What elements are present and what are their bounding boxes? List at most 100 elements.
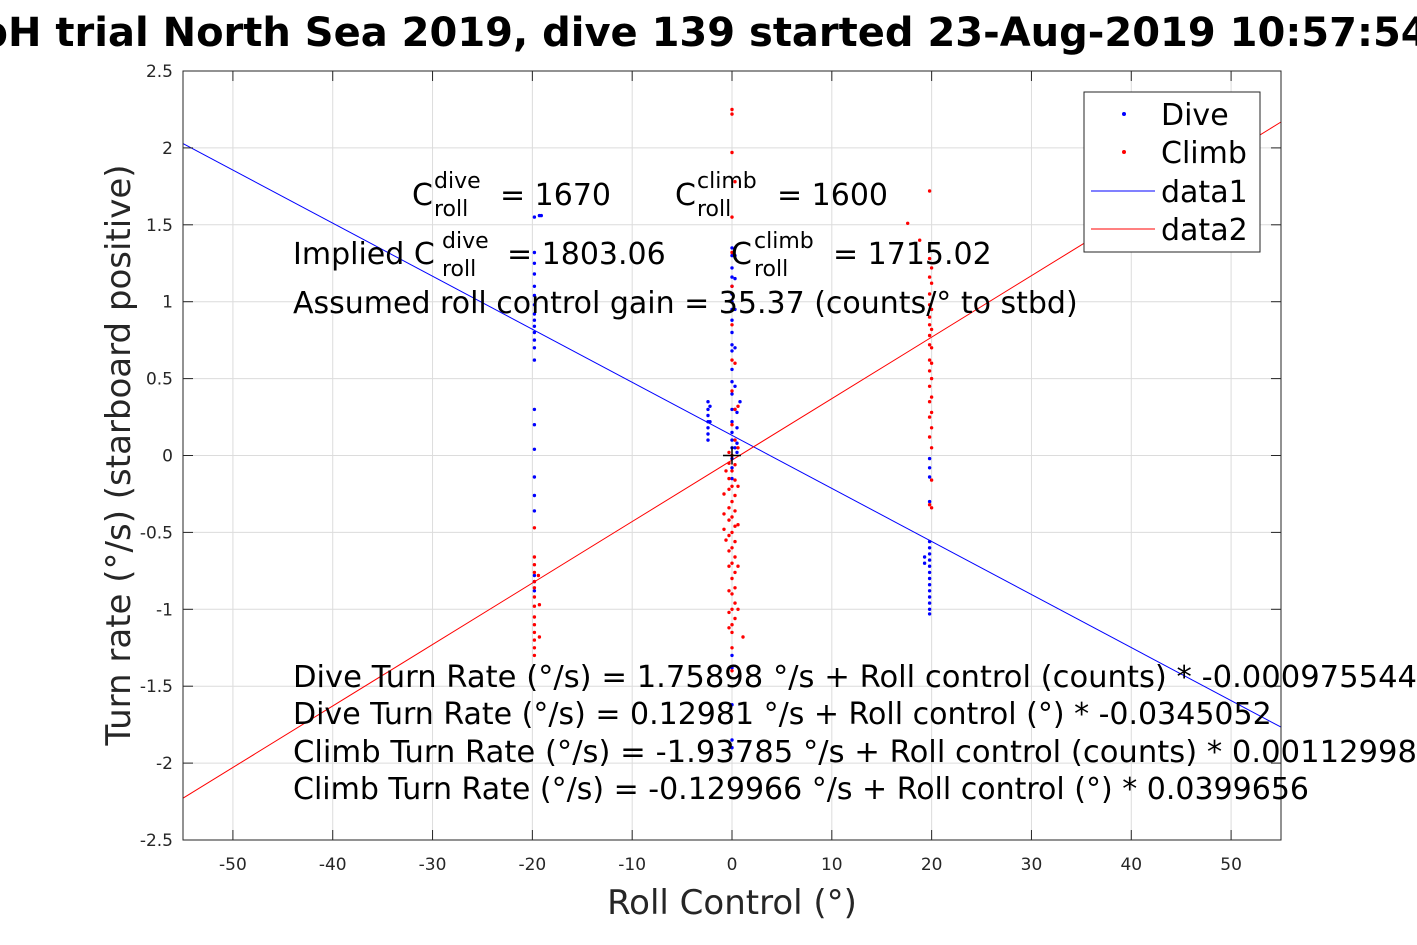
point-dive [532,475,537,479]
point-climb [730,669,734,673]
point-climb [730,561,734,565]
point-climb [532,630,537,635]
point-climb [730,530,734,535]
point-climb [730,607,734,611]
point-climb [733,509,737,513]
point-climb [730,323,734,327]
point-dive [730,746,734,750]
point-dive [927,595,932,599]
annotation-implied-climb: C climb roll = 1715.02 [731,229,992,282]
annotation-implied-dive: Implied C dive roll = 1803.06 [293,229,666,282]
origin-marker [723,446,741,465]
point-climb [733,407,737,412]
point-climb [733,493,737,498]
point-climb [733,539,737,544]
point-climb [929,395,934,399]
x-tick-label: -40 [319,855,347,875]
x-tick-label: 30 [1021,855,1043,875]
implied-climb-value: = 1715.02 [833,237,992,272]
point-dive [532,509,537,513]
implied-climb-sub: roll [754,257,788,282]
point-climb [929,346,934,350]
implied-dive-sub: roll [442,257,476,282]
point-climb [918,238,922,242]
point-dive [532,293,537,298]
point-climb [927,435,932,439]
point-climb [730,646,734,650]
point-climb [724,469,728,473]
equation-dive-counts: Dive Turn Rate (°/s) = 1.75898 °/s + Rol… [293,660,1417,695]
c-climb-base: C [675,178,696,213]
point-climb [532,570,537,575]
point-climb [927,315,932,319]
point-climb [736,564,740,568]
y-tick-labels: -2.5 -2 -1.5 -1 -0.5 0 0.5 1 1.5 2 2.5 [140,62,173,851]
y-tick-label: -1.5 [140,677,173,697]
point-dive [730,392,734,396]
point-climb [929,506,934,510]
x-tick-labels: -50 -40 -30 -20 -10 0 10 20 30 40 50 [219,855,1242,875]
point-climb [730,592,734,596]
point-climb [736,607,740,611]
point-climb [730,112,734,116]
point-dive [730,349,734,353]
point-dive [927,589,932,593]
point-dive [735,410,739,415]
point-climb [929,361,934,365]
point-climb [532,526,537,530]
point-dive [532,318,537,322]
point-dive [706,432,710,436]
point-dive [730,476,734,481]
point-dive [927,607,932,611]
point-climb [730,499,734,504]
point-dive [730,275,734,279]
point-climb [927,323,932,327]
point-dive [927,570,932,575]
point-climb [727,487,731,491]
point-climb [929,446,934,450]
point-dive [532,423,537,427]
equation-climb-counts: Climb Turn Rate (°/s) = -1.93785 °/s + R… [293,735,1417,770]
c-climb-sup: climb [697,169,757,194]
point-climb [722,512,726,516]
legend-box [1083,91,1261,253]
implied-dive-sup: dive [442,229,489,254]
point-dive [532,338,537,342]
point-climb [536,573,541,578]
point-dive [730,343,734,347]
legend-label-climb: Climb [1161,136,1247,171]
point-dive [730,246,734,250]
implied-dive-value: = 1803.06 [507,237,666,272]
point-climb [722,492,726,496]
point-climb [537,635,542,639]
c-climb-sub: roll [697,197,731,222]
point-dive [730,666,734,670]
point-climb [532,595,537,599]
point-dive [532,493,537,498]
point-climb [736,404,740,408]
point-climb [730,284,734,288]
fit-line-data1 [182,143,1282,728]
y-tick-label: 1 [162,293,173,313]
point-climb [733,570,737,575]
point-dive [730,653,734,658]
y-tick-label: -2.5 [140,831,173,851]
point-dive [733,446,737,450]
point-dive [730,330,734,335]
point-dive [532,215,537,219]
point-climb [532,653,537,658]
point-climb [730,107,734,112]
x-tick-label: 10 [821,855,843,875]
point-climb [929,327,934,332]
point-dive [927,475,932,479]
x-tick-label: -50 [219,855,247,875]
point-dive [532,250,537,255]
point-climb [532,555,537,559]
y-tick-label: -2 [156,754,173,774]
x-tick-label: -10 [618,855,646,875]
point-climb [927,384,932,388]
point-climb [736,484,740,488]
point-climb [727,549,731,553]
c-dive-base: C [412,178,433,213]
data-points [532,107,934,750]
